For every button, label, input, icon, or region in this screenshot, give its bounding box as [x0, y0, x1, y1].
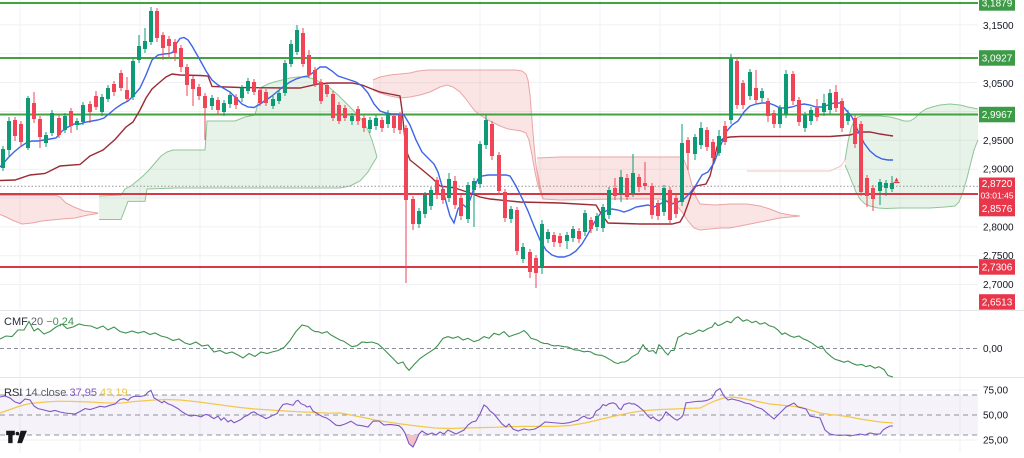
svg-text:2,8000: 2,8000	[983, 222, 1014, 233]
svg-text:2,8576: 2,8576	[982, 204, 1013, 215]
svg-text:2,7500: 2,7500	[983, 251, 1014, 262]
svg-text:2,7306: 2,7306	[982, 263, 1013, 274]
svg-text:3,0927: 3,0927	[982, 54, 1013, 65]
svg-text:3,1879: 3,1879	[982, 0, 1013, 10]
svg-text:50,00: 50,00	[983, 411, 1008, 422]
svg-text:2,9000: 2,9000	[983, 165, 1014, 176]
svg-text:CMF 20 −0,24: CMF 20 −0,24	[4, 316, 74, 328]
svg-text:0,00: 0,00	[983, 344, 1003, 355]
svg-text:2,9967: 2,9967	[982, 110, 1013, 121]
svg-text:2,7000: 2,7000	[983, 280, 1014, 291]
svg-text:3,0500: 3,0500	[983, 79, 1014, 90]
svg-text:03:01:45: 03:01:45	[980, 191, 1013, 201]
svg-text:2,6513: 2,6513	[982, 298, 1013, 309]
svg-text:2,8720: 2,8720	[982, 179, 1013, 190]
svg-text:2,9500: 2,9500	[983, 136, 1014, 147]
svg-text:RSI 14 close 37,95 43,19: RSI 14 close 37,95 43,19	[4, 387, 128, 399]
svg-text:25,00: 25,00	[983, 436, 1008, 447]
svg-text:3,1500: 3,1500	[983, 21, 1014, 32]
svg-text:75,00: 75,00	[983, 386, 1008, 397]
